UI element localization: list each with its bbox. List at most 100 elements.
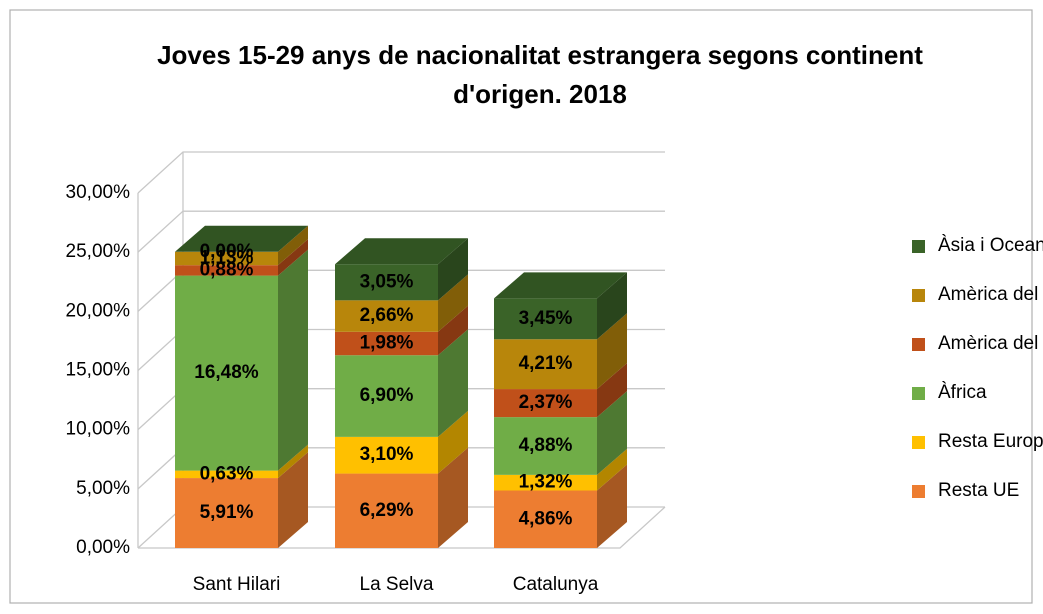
bar-side [278, 452, 308, 548]
bar-side [438, 410, 468, 474]
bar-top [175, 225, 308, 252]
bar-segment [335, 447, 468, 548]
bar-side [438, 274, 468, 332]
bar-segment [175, 225, 308, 266]
bar [335, 264, 438, 301]
x-tick-label: Sant Hilari [193, 574, 281, 595]
x-tick-label: Catalunya [513, 574, 599, 595]
bar-side [278, 249, 308, 471]
data-label: 1,98% [360, 333, 414, 354]
bar [175, 275, 278, 471]
legend-label: Amèrica del Nord i Central [938, 333, 1043, 354]
bar-side [597, 363, 627, 418]
bar-segment [494, 391, 627, 475]
bar-segment [494, 313, 627, 390]
data-label: 0,00% [200, 241, 254, 262]
legend-label: Resta UE [938, 480, 1019, 501]
bar-side [597, 448, 627, 491]
legend-swatch [912, 485, 925, 498]
bar-side [438, 329, 468, 437]
chart-title: d'origen. 2018 [453, 79, 627, 109]
bar-side [438, 305, 468, 356]
bar-segment [175, 452, 308, 548]
y-tick-label: 30,00% [66, 182, 131, 203]
data-label: 4,21% [519, 353, 573, 374]
data-label: 0,63% [200, 463, 254, 484]
bar-segment [175, 249, 308, 471]
chart-title: Joves 15-29 anys de nacionalitat estrang… [157, 40, 923, 70]
bar-top [335, 238, 468, 265]
bar [494, 417, 597, 475]
data-label: 3,05% [360, 271, 414, 292]
data-label: 6,29% [360, 500, 414, 521]
data-label: 1,32% [519, 472, 573, 493]
bar-top [494, 272, 627, 299]
bar [335, 473, 438, 548]
bar-side [278, 239, 308, 276]
bar [494, 474, 597, 491]
bar [494, 389, 597, 418]
bar [494, 490, 597, 548]
data-label: 16,48% [194, 362, 259, 383]
bar-segment [335, 329, 468, 437]
bar-side [278, 444, 308, 479]
grid-line [137, 151, 665, 194]
legend-label: Àfrica [938, 382, 987, 403]
data-label: 0,88% [200, 259, 254, 280]
data-label: 3,45% [519, 308, 573, 329]
legend-swatch [912, 289, 925, 302]
bar-segment [175, 444, 308, 479]
bar [175, 251, 278, 266]
bar-segment [335, 410, 468, 474]
bar [335, 436, 438, 474]
legend-swatch [912, 387, 925, 400]
bar-side [438, 238, 468, 301]
bar-segment [335, 274, 468, 332]
bar-segment [494, 363, 627, 418]
bar [335, 331, 438, 356]
data-label: 5,91% [200, 502, 254, 523]
bar-side [597, 391, 627, 475]
legend-label: Amèrica del Sud [938, 284, 1043, 305]
bar [494, 339, 597, 390]
bar-segment [335, 238, 468, 301]
bar-side [438, 447, 468, 548]
y-tick-label: 15,00% [66, 360, 131, 381]
bar [175, 470, 278, 479]
data-label: 2,66% [360, 305, 414, 326]
bar [175, 478, 278, 548]
data-label: 6,90% [360, 385, 414, 406]
bar-segment [494, 448, 627, 491]
legend-swatch [912, 436, 925, 449]
data-label: 4,88% [519, 435, 573, 456]
grid-line [137, 210, 665, 253]
y-tick-label: 20,00% [66, 300, 131, 321]
legend-label: Resta Europa [938, 431, 1043, 452]
bar [175, 265, 278, 276]
data-label: 1,13% [200, 248, 254, 269]
bar [335, 300, 438, 332]
data-label: 4,86% [519, 508, 573, 529]
legend-swatch [912, 338, 925, 351]
bar [335, 355, 438, 437]
x-tick-label: La Selva [360, 574, 434, 595]
y-tick-label: 25,00% [66, 241, 131, 262]
bar-segment [494, 272, 627, 340]
data-label: 3,10% [360, 444, 414, 465]
y-tick-label: 10,00% [66, 419, 131, 440]
bar-segment [175, 239, 308, 276]
bar-segment [494, 464, 627, 548]
data-label: 2,37% [519, 392, 573, 413]
legend-swatch [912, 240, 925, 253]
bar-side [597, 464, 627, 548]
legend-label: Àsia i Oceania [938, 235, 1043, 256]
bar-segment [335, 305, 468, 356]
bar [494, 298, 597, 340]
y-tick-label: 0,00% [76, 537, 130, 558]
bar-segment [175, 225, 308, 252]
bar-side [278, 225, 308, 266]
bar-side [597, 313, 627, 390]
bar-side [597, 272, 627, 340]
y-tick-label: 5,00% [76, 478, 130, 499]
